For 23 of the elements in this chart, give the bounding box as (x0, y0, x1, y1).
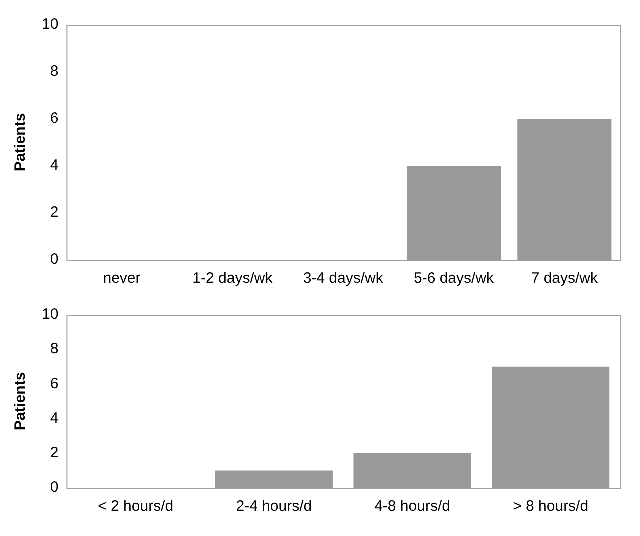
y-tick-label: 4 (50, 410, 59, 427)
x-tick-label: 7 days/wk (531, 270, 599, 288)
x-tick-label: never (103, 270, 141, 288)
x-tick-label: 2-4 hours/d (236, 498, 312, 516)
y-axis-title: Patients (12, 372, 30, 431)
y-tick-label: 6 (50, 110, 59, 128)
x-tick-label: 3-4 days/wk (303, 270, 384, 288)
y-axis-title: Patients (12, 113, 30, 172)
x-tick-label: 5-6 days/wk (414, 270, 495, 288)
y-tick-label: 2 (50, 204, 59, 222)
y-tick-label: 0 (50, 251, 59, 268)
y-tick-label: 8 (50, 340, 59, 358)
y-tick-label: 10 (42, 306, 59, 324)
y-tick-label: 0 (50, 479, 59, 496)
y-tick-label: 2 (50, 444, 59, 462)
x-tick-label: < 2 hours/d (98, 498, 174, 516)
x-tick-label: 4-8 hours/d (374, 498, 450, 516)
x-tick-label: 1-2 days/wk (192, 270, 274, 288)
y-tick-label: 10 (42, 16, 59, 34)
x-tick-label: > 8 hours/d (513, 498, 589, 516)
y-tick-label: 4 (50, 157, 59, 174)
y-tick-label: 6 (50, 375, 59, 392)
y-tick-label: 8 (50, 63, 59, 80)
